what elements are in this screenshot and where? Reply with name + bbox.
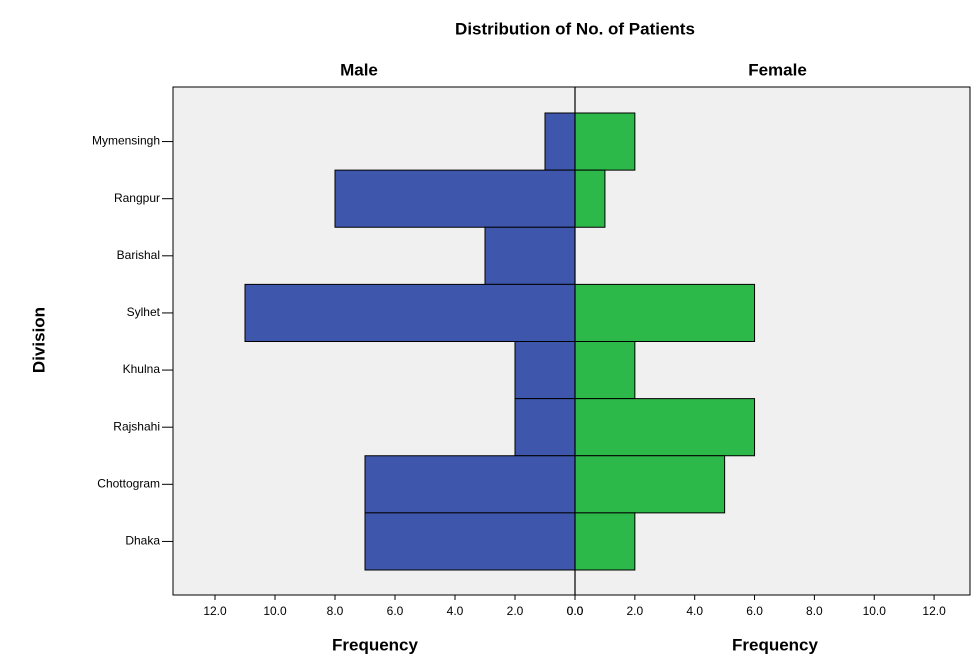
bar (514, 398, 576, 457)
bar (574, 512, 636, 571)
x-tick-label: 2.0 (627, 604, 644, 618)
bar (334, 169, 576, 228)
bar (574, 283, 756, 342)
x-tick-label: 6.0 (746, 604, 763, 618)
x-tick-label: 4.0 (447, 604, 464, 618)
chart-title: Distribution of No. of Patients (455, 19, 695, 38)
bar (574, 112, 636, 171)
y-tick-label: Rajshahi (113, 419, 160, 433)
bar (244, 283, 576, 342)
x-tick-label: 6.0 (387, 604, 404, 618)
x-tick-label: 8.0 (806, 604, 823, 618)
y-tick-label: Rangpur (114, 191, 160, 205)
legend-label: Female (748, 60, 807, 79)
bar (484, 226, 576, 285)
x-tick-label: 12.0 (922, 604, 946, 618)
y-tick-label: Chottogram (97, 476, 160, 490)
x-tick-label: 8.0 (327, 604, 344, 618)
y-tick-label: Mymensingh (92, 134, 160, 148)
y-tick-label: Dhaka (125, 534, 160, 548)
bar (574, 169, 606, 228)
bar (574, 455, 726, 514)
legend-label: Male (340, 60, 378, 79)
bar (514, 341, 576, 400)
x-tick-label: 0.0 (567, 604, 584, 618)
x-axis-title: Frequency (732, 635, 819, 654)
y-tick-label: Sylhet (127, 305, 161, 319)
x-axis-title: Frequency (332, 635, 419, 654)
y-axis-title: Division (29, 307, 48, 373)
y-tick-label: Khulna (123, 362, 161, 376)
y-tick-label: Barishal (117, 248, 160, 262)
x-tick-label: 10.0 (863, 604, 887, 618)
x-tick-label: 2.0 (507, 604, 524, 618)
x-tick-label: 10.0 (263, 604, 287, 618)
bar (574, 341, 636, 400)
x-tick-label: 12.0 (203, 604, 227, 618)
bar (364, 455, 576, 514)
x-tick-label: 0.0 (567, 604, 584, 618)
x-tick-label: 4.0 (686, 604, 703, 618)
bar (574, 398, 756, 457)
bar (364, 512, 576, 571)
bar (544, 112, 576, 171)
